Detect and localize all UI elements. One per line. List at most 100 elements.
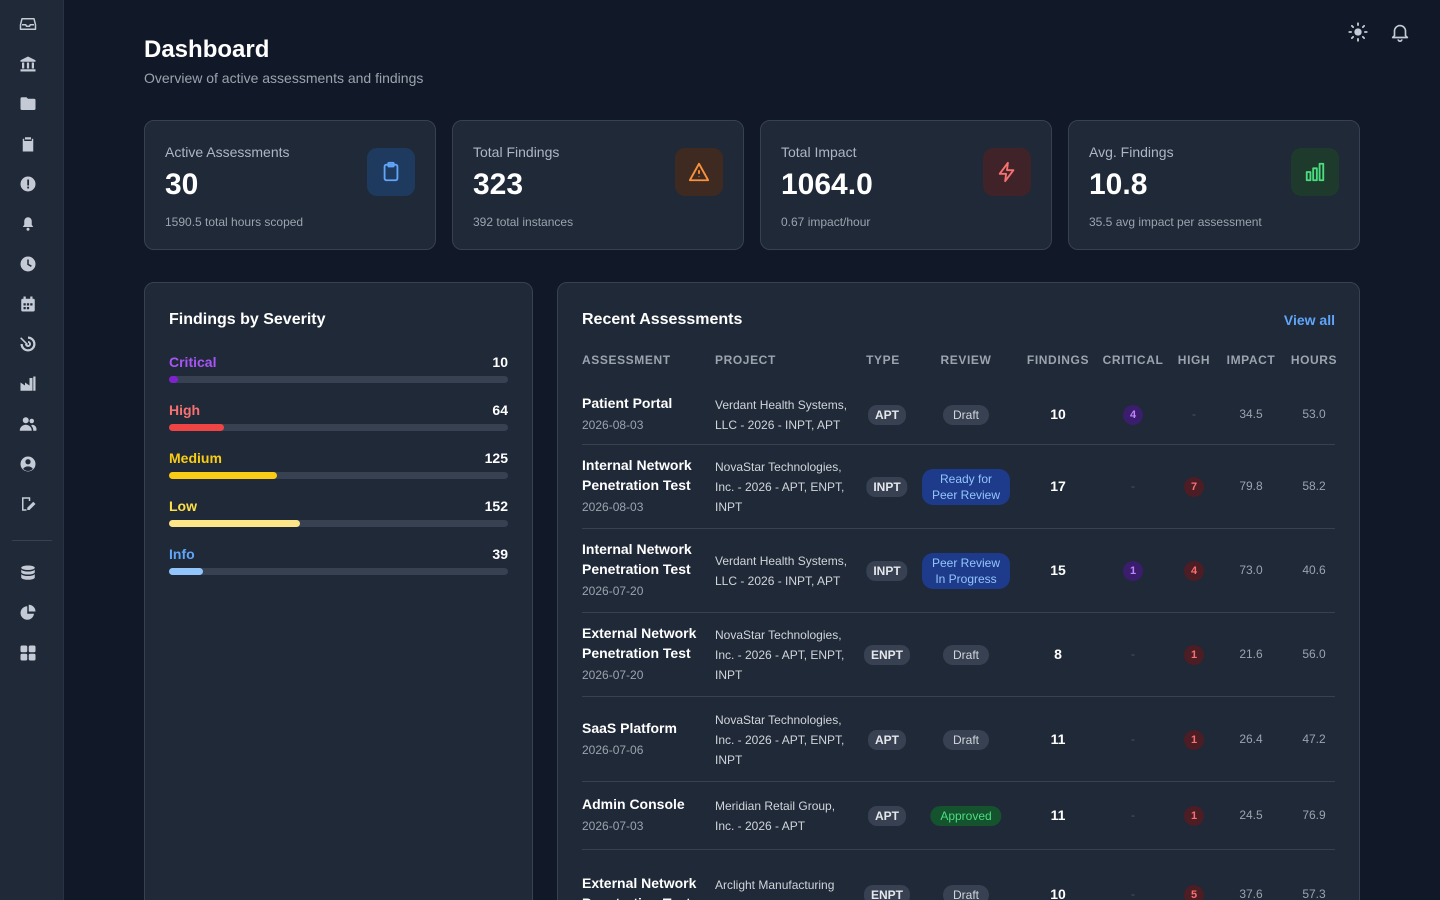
sidebar-item-alert-circle[interactable] [18, 176, 38, 196]
bell-icon [19, 215, 37, 238]
sidebar-item-bell[interactable] [18, 216, 38, 236]
project-name: NovaStar Technologies, Inc. - 2026 - APT,… [715, 460, 845, 514]
impact-value: 26.4 [1239, 731, 1263, 746]
critical-count: - [1131, 479, 1135, 493]
stat-card: Active Assessments 30 1590.5 total hours… [144, 120, 436, 250]
bank-icon [19, 55, 37, 78]
severity-bar-track [169, 472, 508, 479]
view-all-link[interactable]: View all [1283, 312, 1335, 328]
findings-count: 10 [1050, 406, 1066, 422]
critical-count-pill: 4 [1123, 405, 1143, 425]
severity-label: High [169, 402, 201, 418]
sidebar-item-inbox[interactable] [18, 16, 38, 36]
severity-row-high: High 64 [169, 402, 508, 432]
assessment-name[interactable]: Patient Portal [582, 395, 673, 411]
sidebar [0, 0, 64, 900]
lightning-icon [983, 148, 1031, 196]
severity-label: Low [169, 498, 197, 514]
sidebar-item-pie-chart[interactable] [18, 604, 38, 627]
sun-icon[interactable] [1347, 21, 1369, 43]
sidebar-item-folder[interactable] [18, 96, 38, 116]
stat-label: Total Impact [781, 144, 857, 160]
review-status-badge: Draft [942, 645, 990, 665]
assessment-date: 2026-07-20 [582, 668, 644, 682]
column-header-critical: CRITICAL [1102, 353, 1164, 367]
assessment-date: 2026-08-03 [582, 418, 644, 432]
column-header-hours: HOURS [1290, 353, 1338, 367]
sidebar-item-factory[interactable] [18, 376, 38, 396]
high-count-pill: 5 [1184, 885, 1204, 900]
impact-value: 21.6 [1239, 647, 1263, 661]
assessment-name[interactable]: Internal Network Penetration Test [582, 457, 692, 493]
impact-value: 73.0 [1239, 563, 1263, 577]
table-row[interactable]: Internal Network Penetration Test 2026-08-… [582, 445, 1335, 529]
review-status-badge: Peer Review In Progress [921, 553, 1011, 589]
severity-panel: Findings by Severity Critical 10 High 64… [144, 282, 533, 900]
bell-outline-icon[interactable] [1389, 21, 1411, 43]
impact-value: 34.5 [1239, 407, 1263, 421]
sidebar-item-clock[interactable] [18, 256, 38, 276]
sidebar-item-bank[interactable] [18, 56, 38, 76]
type-badge: APT [868, 405, 906, 425]
severity-count: 64 [492, 402, 508, 418]
calendar-icon [19, 295, 37, 318]
hours-value: 76.9 [1302, 808, 1326, 822]
severity-panel-title: Findings by Severity [169, 311, 326, 328]
severity-row-low: Low 152 [169, 498, 508, 528]
sidebar-item-edit-document[interactable] [18, 496, 38, 516]
project-name: Arclight ManufacturingCorp. - 2026 - ENP… [715, 878, 835, 900]
critical-count: - [1131, 647, 1135, 661]
hours-value: 56.0 [1302, 647, 1326, 661]
assessment-name[interactable]: Internal Network Penetration Test [582, 541, 692, 577]
project-name: Verdant Health Systems, LLC - 2026 - INPT… [715, 398, 848, 432]
findings-count: 15 [1050, 562, 1066, 578]
sidebar-item-clipboard[interactable] [18, 136, 38, 156]
user-circle-icon [19, 455, 37, 478]
database-icon [19, 564, 37, 587]
hours-value: 40.6 [1302, 563, 1326, 577]
hours-value: 57.3 [1302, 887, 1326, 900]
table-row[interactable]: Internal Network Penetration Test 2026-07-… [582, 529, 1335, 613]
recent-assessments-title: Recent Assessments [582, 311, 743, 328]
sidebar-item-user-circle[interactable] [18, 456, 38, 476]
severity-bar-fill [169, 568, 203, 575]
project-name: NovaStar Technologies, Inc. - 2026 - APT,… [715, 713, 845, 767]
severity-label: Info [169, 546, 195, 562]
recent-assessments-panel: Recent Assessments View all ASSESSMENT PR… [557, 282, 1360, 900]
sidebar-item-grid[interactable] [18, 645, 38, 665]
table-row[interactable]: Admin Console 2026-07-03 Meridian Retail G… [582, 782, 1335, 850]
assessment-date: 2026-07-06 [582, 743, 644, 757]
findings-count: 17 [1050, 478, 1066, 494]
clock-icon [19, 255, 37, 278]
sidebar-item-users[interactable] [18, 416, 38, 436]
high-count-pill: 1 [1184, 806, 1204, 826]
table-row[interactable]: SaaS Platform 2026-07-06 NovaStar Technolo… [582, 697, 1335, 782]
sidebar-item-database[interactable] [18, 565, 38, 585]
column-header-findings: FINDINGS [1026, 353, 1090, 367]
type-badge: APT [868, 729, 906, 750]
critical-count: - [1131, 731, 1135, 746]
assessment-name[interactable]: SaaS Platform [582, 720, 677, 736]
severity-bar-fill [169, 376, 178, 383]
sidebar-divider [12, 540, 52, 541]
severity-row-medium: Medium 125 [169, 450, 508, 480]
high-count-pill: 7 [1184, 477, 1204, 497]
sidebar-item-radar[interactable] [18, 336, 38, 356]
warning-triangle-icon [675, 148, 723, 196]
assessment-date: 2026-07-03 [582, 819, 644, 833]
hours-value: 47.2 [1302, 731, 1326, 746]
assessment-name[interactable]: Admin Console [582, 796, 685, 812]
pie-chart-icon [19, 604, 37, 627]
findings-count: 10 [1050, 886, 1066, 900]
assessment-date: 2026-08-03 [582, 500, 644, 514]
table-row[interactable]: Patient Portal 2026-08-03 Verdant Health S… [582, 385, 1335, 445]
stat-value: 10.8 [1089, 168, 1148, 201]
sidebar-item-calendar[interactable] [18, 296, 38, 316]
table-row[interactable]: External Network Penetration Test 2026-07-… [582, 613, 1335, 697]
inbox-icon [19, 15, 37, 38]
stat-card: Total Impact 1064.0 0.67 impact/hour [760, 120, 1052, 250]
clipboard-icon [19, 135, 37, 158]
